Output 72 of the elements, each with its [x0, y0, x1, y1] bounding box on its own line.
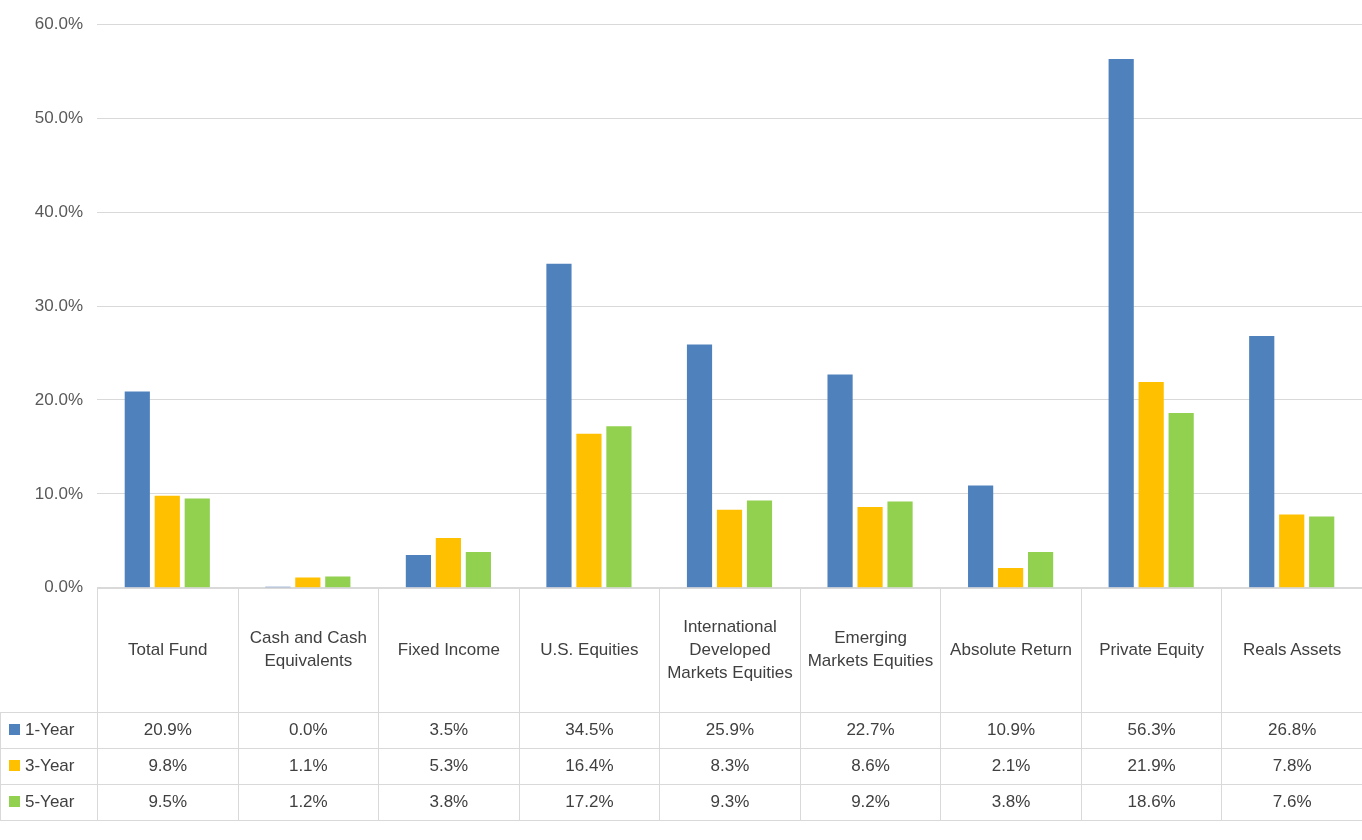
data-label: 9.8%	[97, 748, 239, 785]
x-tick-label: Private Equity	[1081, 588, 1222, 713]
legend-label: 5-Year	[0, 784, 98, 821]
bar	[576, 433, 602, 588]
x-tick-label: International Developed Markets Equities	[659, 588, 801, 713]
data-label: 9.5%	[97, 784, 239, 821]
bar	[1028, 552, 1054, 588]
bar	[154, 495, 180, 588]
bar	[606, 426, 632, 588]
data-label: 8.3%	[659, 748, 801, 785]
legend-label: 1-Year	[0, 712, 98, 749]
data-label: 8.6%	[800, 748, 941, 785]
bar	[325, 576, 351, 588]
data-label: 3.5%	[378, 712, 520, 749]
data-label: 18.6%	[1081, 784, 1222, 821]
data-label: 0.0%	[238, 712, 379, 749]
bar	[295, 577, 321, 588]
x-tick-label: Reals Assets	[1221, 588, 1362, 713]
x-tick-label: U.S. Equities	[519, 588, 660, 713]
bar	[1249, 336, 1275, 588]
legend-label: 3-Year	[0, 748, 98, 785]
data-label: 1.2%	[238, 784, 379, 821]
data-label: 9.3%	[659, 784, 801, 821]
x-tick-label: Total Fund	[97, 588, 239, 713]
bar	[857, 507, 883, 588]
bar	[998, 568, 1024, 588]
x-tick-label: Fixed Income	[378, 588, 520, 713]
data-label: 34.5%	[519, 712, 660, 749]
data-label: 22.7%	[800, 712, 941, 749]
data-label: 3.8%	[940, 784, 1082, 821]
data-label: 21.9%	[1081, 748, 1222, 785]
x-tick-label: Emerging Markets Equities	[800, 588, 941, 713]
data-label: 17.2%	[519, 784, 660, 821]
y-tick-label: 20.0%	[34, 389, 83, 409]
bar	[827, 374, 853, 588]
bar	[124, 391, 150, 588]
bar	[746, 500, 773, 588]
bar	[887, 501, 913, 588]
bar	[1279, 514, 1305, 588]
data-label: 56.3%	[1081, 712, 1222, 749]
bar	[716, 509, 743, 588]
bar	[405, 554, 431, 588]
y-tick-label: 40.0%	[34, 201, 83, 221]
y-tick-label: 0.0%	[44, 577, 83, 597]
x-tick-label: Cash and Cash Equivalents	[238, 588, 379, 713]
data-label: 1.1%	[238, 748, 379, 785]
bar	[1168, 413, 1194, 588]
bar	[435, 538, 461, 588]
bar	[968, 485, 994, 588]
data-label: 10.9%	[940, 712, 1082, 749]
y-tick-label: 50.0%	[34, 107, 83, 127]
bar	[184, 498, 210, 588]
bar	[1309, 516, 1335, 588]
bar	[465, 552, 491, 588]
data-label: 3.8%	[378, 784, 520, 821]
bar	[1108, 58, 1134, 588]
bar	[686, 344, 713, 588]
bar	[1138, 382, 1164, 588]
y-tick-label: 30.0%	[34, 295, 83, 315]
data-label: 2.1%	[940, 748, 1082, 785]
data-label: 25.9%	[659, 712, 801, 749]
data-label: 26.8%	[1221, 712, 1362, 749]
data-label: 5.3%	[378, 748, 520, 785]
data-label: 16.4%	[519, 748, 660, 785]
data-label: 9.2%	[800, 784, 941, 821]
data-label: 7.6%	[1221, 784, 1362, 821]
data-label: 20.9%	[97, 712, 239, 749]
x-tick-label: Absolute Return	[940, 588, 1082, 713]
y-tick-label: 60.0%	[34, 13, 83, 33]
bar	[546, 263, 572, 588]
y-tick-label: 10.0%	[34, 483, 83, 503]
data-label: 7.8%	[1221, 748, 1362, 785]
